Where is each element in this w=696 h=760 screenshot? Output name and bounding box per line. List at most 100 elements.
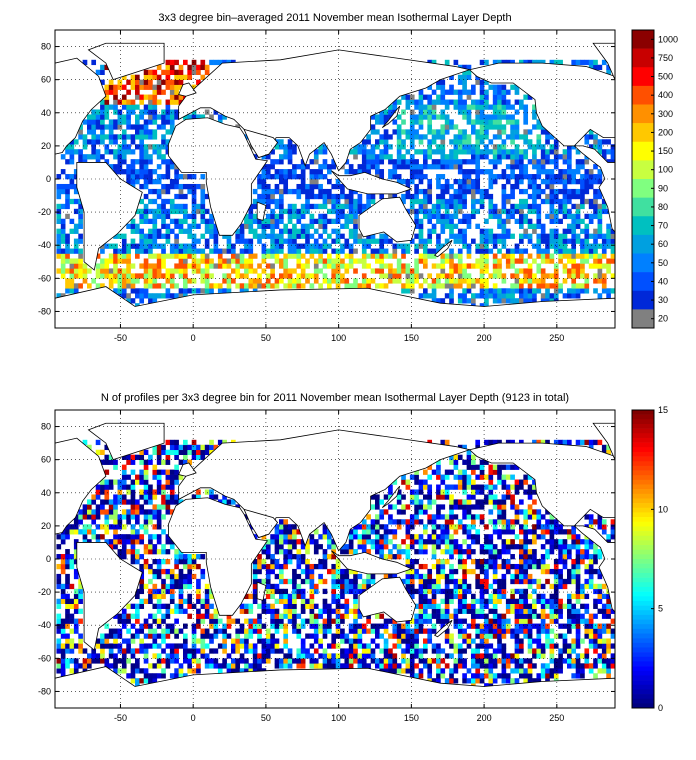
count-cell xyxy=(82,539,88,545)
ild-cell xyxy=(121,119,127,125)
ild-cell xyxy=(431,59,437,66)
count-cell xyxy=(584,578,590,585)
count-cell xyxy=(431,643,437,649)
ild-cell xyxy=(392,193,398,200)
ild-cell xyxy=(475,154,481,160)
count-cell xyxy=(252,573,258,580)
ild-cell xyxy=(606,69,611,75)
ild-cell xyxy=(117,154,123,160)
count-cell xyxy=(540,563,546,570)
ild-cell xyxy=(196,69,201,75)
count-cell xyxy=(196,658,201,664)
count-cell xyxy=(584,583,590,590)
ild-cell xyxy=(217,119,223,125)
ild-cell xyxy=(466,179,472,185)
ild-cell xyxy=(165,208,171,215)
count-cell xyxy=(601,643,607,649)
ild-cell xyxy=(492,109,498,115)
count-cell xyxy=(348,549,354,555)
ild-cell xyxy=(523,298,529,304)
ild-cell xyxy=(121,273,127,279)
count-cell xyxy=(361,549,367,555)
ild-cell xyxy=(257,198,262,205)
count-cell xyxy=(313,539,319,545)
ild-ytick-label: -20 xyxy=(38,207,51,217)
count-cell xyxy=(252,593,258,600)
ild-cell xyxy=(274,144,280,150)
ild-cell xyxy=(567,188,572,195)
count-cell xyxy=(375,663,380,669)
ild-cell xyxy=(91,109,97,115)
ild-cell xyxy=(161,174,166,180)
ild-cell xyxy=(165,293,171,299)
count-cell xyxy=(335,663,341,669)
ild-cell xyxy=(366,134,371,140)
ild-cell xyxy=(165,223,171,229)
ild-cell xyxy=(575,238,581,244)
count-cell xyxy=(523,623,529,629)
ild-cell xyxy=(183,243,188,249)
ild-cell xyxy=(440,139,446,145)
ild-cell xyxy=(462,159,467,165)
count-cell xyxy=(318,573,323,580)
count-cell xyxy=(331,583,337,590)
ild-cell xyxy=(597,188,603,195)
count-cell xyxy=(353,598,358,604)
count-cell xyxy=(178,588,184,595)
ild-cell xyxy=(287,233,293,239)
ild-cell xyxy=(588,263,594,269)
count-cell xyxy=(492,568,498,575)
count-cell xyxy=(597,554,603,560)
count-cell xyxy=(527,593,533,600)
count-cell xyxy=(187,663,193,669)
count-cell xyxy=(431,623,437,629)
ild-cell xyxy=(244,218,249,224)
ild-cell xyxy=(584,233,590,239)
count-cell xyxy=(527,563,533,570)
count-cell xyxy=(545,598,550,604)
ild-cell xyxy=(200,213,206,220)
count-cell xyxy=(479,568,485,575)
ild-cell xyxy=(571,243,577,249)
count-cell xyxy=(318,663,323,669)
ild-cell xyxy=(200,233,206,239)
ild-cell xyxy=(78,208,83,215)
count-cell xyxy=(139,603,145,609)
count-cell xyxy=(121,638,127,644)
count-cell xyxy=(87,539,92,545)
count-cell xyxy=(488,559,494,565)
count-cell xyxy=(575,593,581,600)
ild-cell xyxy=(209,258,214,264)
count-cell xyxy=(370,653,376,659)
count-cell xyxy=(235,633,241,639)
ild-cell xyxy=(204,258,210,264)
count-cell xyxy=(56,643,62,649)
ild-cell xyxy=(462,84,467,90)
ild-cell xyxy=(532,164,537,170)
ild-cell xyxy=(143,129,149,135)
count-cell xyxy=(165,583,171,590)
ild-cell xyxy=(174,218,179,224)
count-cell xyxy=(475,658,481,664)
count-cell xyxy=(279,648,284,654)
count-cell xyxy=(156,588,162,595)
count-cell xyxy=(431,658,437,664)
count-cell xyxy=(300,623,306,629)
count-cell xyxy=(283,653,289,659)
count-cell xyxy=(130,554,136,560)
count-cell xyxy=(588,578,594,585)
ild-cell xyxy=(427,208,433,215)
ild-xtick-label: 200 xyxy=(477,333,492,343)
ild-cell xyxy=(427,283,433,289)
count-cell xyxy=(532,603,537,609)
ild-cell xyxy=(248,228,254,234)
ild-cell xyxy=(156,243,162,249)
ild-cell xyxy=(265,183,271,190)
ild-cell xyxy=(488,114,494,120)
ild-cell xyxy=(169,179,175,185)
ild-cell xyxy=(344,193,350,200)
ild-cell xyxy=(462,149,467,155)
ild-cell xyxy=(409,119,415,125)
ild-cell xyxy=(100,129,105,135)
count-cell xyxy=(348,588,354,595)
